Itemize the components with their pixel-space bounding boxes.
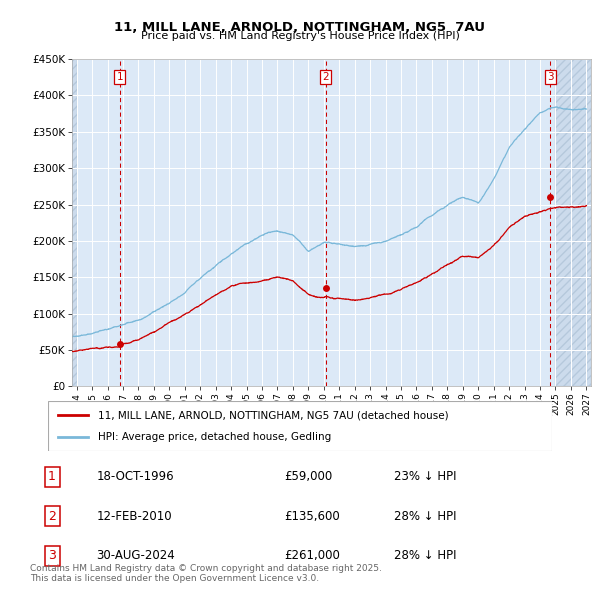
Text: 3: 3 xyxy=(547,72,554,82)
Bar xyxy=(556,59,591,386)
Text: 18-OCT-1996: 18-OCT-1996 xyxy=(96,470,174,483)
Text: £59,000: £59,000 xyxy=(284,470,332,483)
Text: £135,600: £135,600 xyxy=(284,510,340,523)
Text: 1: 1 xyxy=(48,470,56,483)
Text: HPI: Average price, detached house, Gedling: HPI: Average price, detached house, Gedl… xyxy=(98,432,332,442)
Text: 1: 1 xyxy=(116,72,123,82)
FancyBboxPatch shape xyxy=(48,401,552,451)
Text: 2: 2 xyxy=(48,510,56,523)
Text: Price paid vs. HM Land Registry's House Price Index (HPI): Price paid vs. HM Land Registry's House … xyxy=(140,31,460,41)
Text: 11, MILL LANE, ARNOLD, NOTTINGHAM, NG5 7AU (detached house): 11, MILL LANE, ARNOLD, NOTTINGHAM, NG5 7… xyxy=(98,410,449,420)
Text: £261,000: £261,000 xyxy=(284,549,340,562)
Text: 28% ↓ HPI: 28% ↓ HPI xyxy=(394,510,457,523)
Text: 11, MILL LANE, ARNOLD, NOTTINGHAM, NG5  7AU: 11, MILL LANE, ARNOLD, NOTTINGHAM, NG5 7… xyxy=(115,21,485,34)
Bar xyxy=(72,59,77,386)
Text: 28% ↓ HPI: 28% ↓ HPI xyxy=(394,549,457,562)
Text: 12-FEB-2010: 12-FEB-2010 xyxy=(96,510,172,523)
Text: 2: 2 xyxy=(322,72,329,82)
Text: 30-AUG-2024: 30-AUG-2024 xyxy=(96,549,175,562)
Text: 23% ↓ HPI: 23% ↓ HPI xyxy=(394,470,457,483)
Text: 3: 3 xyxy=(48,549,56,562)
Text: Contains HM Land Registry data © Crown copyright and database right 2025.
This d: Contains HM Land Registry data © Crown c… xyxy=(30,563,382,583)
